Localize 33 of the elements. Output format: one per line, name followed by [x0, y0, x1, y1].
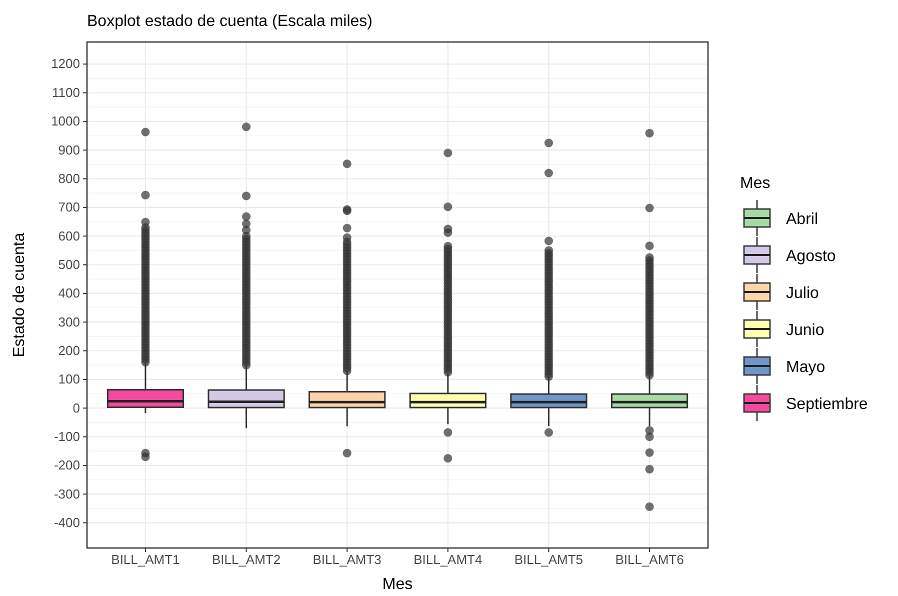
y-tick-label: 500	[58, 256, 80, 272]
y-tick-label: 400	[58, 286, 80, 301]
x-tick-label: BILL_AMT6	[615, 552, 684, 568]
x-tick-label: BILL_AMT1	[111, 552, 180, 568]
y-tick-label: 200	[58, 342, 80, 358]
y-tick-label: -100	[54, 428, 80, 444]
y-tick-label: 100	[58, 372, 80, 387]
y-tick-label: 1000	[51, 114, 80, 129]
x-tick-label: BILL_AMT5	[514, 552, 584, 568]
legend-label: Agosto	[786, 248, 836, 265]
y-tick-label: -300	[54, 486, 80, 502]
y-tick-label: 300	[58, 314, 80, 330]
y-tick-label: 800	[58, 170, 80, 186]
legend-title: Mes	[740, 175, 770, 192]
x-axis-title: Mes	[382, 576, 413, 593]
legend-label: Julio	[786, 285, 820, 302]
x-tick-label: BILL_AMT2	[212, 552, 281, 568]
y-tick-label: 700	[58, 200, 80, 215]
y-tick-label: 900	[58, 142, 80, 158]
y-axis-title: Estado de cuenta	[11, 232, 28, 358]
legend-label: Septiembre	[786, 396, 868, 413]
y-tick-label: 1100	[52, 84, 80, 100]
y-tick-label: 0	[72, 400, 80, 416]
legend-label: Mayo	[786, 359, 826, 376]
x-tick-label: BILL_AMT3	[312, 552, 382, 568]
y-tick-label: -400	[54, 514, 80, 530]
chart-title: Boxplot estado de cuenta (Escala miles)	[87, 13, 372, 30]
y-tick-label: 600	[58, 228, 80, 244]
legend-label: Abril	[786, 211, 818, 228]
x-tick-label: BILL_AMT4	[414, 552, 482, 568]
y-tick-label: -200	[54, 458, 80, 473]
y-tick-label: 1200	[51, 56, 80, 72]
legend-label: Junio	[786, 322, 824, 339]
